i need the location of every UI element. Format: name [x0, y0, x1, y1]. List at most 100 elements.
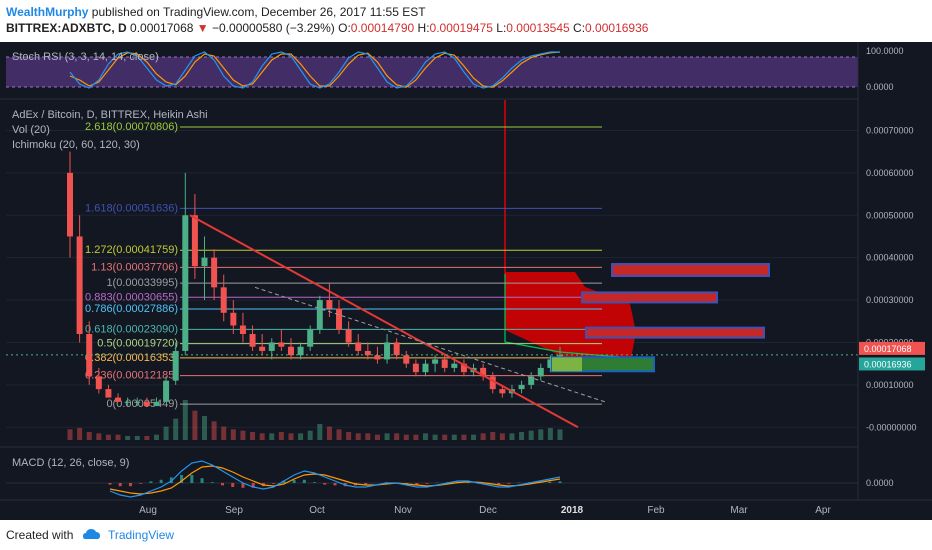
- volume-bar: [394, 433, 400, 440]
- stoch-rsi-pane: Stoch RSI (3, 3, 14, 14, close) 100.0000 0…: [0, 46, 904, 100]
- volume-bar: [134, 436, 140, 440]
- macd-histogram-bar: [159, 479, 163, 483]
- volume-bar: [432, 434, 438, 440]
- x-tick-label: 2018: [561, 505, 584, 516]
- fib-label: 0.382(0.00016353): [85, 352, 178, 364]
- volume-bar: [365, 433, 371, 440]
- candle-body: [480, 367, 487, 377]
- open-label: O:: [338, 21, 351, 35]
- trading-chart[interactable]: Stoch RSI (3, 3, 14, 14, close) 100.0000 0…: [0, 42, 932, 520]
- macd-histogram-bar: [180, 475, 184, 483]
- price-change: −0.00000580 (−3.29%): [212, 21, 335, 35]
- candle-body: [172, 350, 179, 381]
- author-link[interactable]: WealthMurphy: [6, 5, 89, 19]
- created-with-text: Created with: [6, 528, 74, 542]
- x-tick-label: Mar: [730, 505, 748, 516]
- macd-histogram-bar: [292, 479, 296, 483]
- candle-body: [499, 389, 506, 394]
- macd-title: MACD (12, 26, close, 9): [12, 457, 129, 469]
- fib-label: 0.786(0.00027886): [85, 303, 178, 315]
- volume-bar: [153, 434, 159, 440]
- candle-body: [355, 342, 362, 351]
- ichimoku-label: Ichimoku (20, 60, 120, 30): [12, 139, 140, 151]
- high-value: 0.00019475: [429, 21, 493, 35]
- price-tick-label: 0.00010000: [866, 380, 914, 390]
- x-tick-label: Sep: [225, 505, 243, 516]
- macd-histogram-bar: [425, 483, 429, 484]
- volume-bar: [250, 432, 256, 440]
- low-value: 0.00013545: [506, 21, 570, 35]
- candle-body: [326, 300, 333, 309]
- high-label: H:: [417, 21, 430, 35]
- candle-body: [95, 376, 102, 390]
- volume-bar: [336, 429, 342, 440]
- open-value: 0.00014790: [350, 21, 415, 35]
- volume-bar: [451, 434, 457, 440]
- buy-zone-highlight: [552, 357, 582, 372]
- x-tick-label: Aug: [139, 505, 157, 516]
- macd-pane: MACD (12, 26, close, 9) 0.0000: [6, 457, 894, 498]
- macd-histogram-bar: [558, 481, 562, 483]
- fib-label: 1.272(0.00041759): [85, 244, 178, 256]
- volume-bar: [499, 433, 505, 440]
- candle-body: [528, 376, 535, 385]
- volume-bar: [86, 432, 92, 440]
- macd-histogram-bar: [190, 475, 194, 483]
- chart-footer: Created with TradingView: [0, 520, 932, 550]
- volume-bar: [355, 433, 361, 440]
- macd-tick-label: 0.0000: [866, 478, 894, 488]
- candle-body: [403, 355, 410, 364]
- fib-label: 1(0.00033995): [106, 277, 178, 289]
- volume-bar: [240, 430, 246, 440]
- macd-histogram-bar: [200, 478, 204, 483]
- target-box-1: [611, 263, 770, 278]
- ohlc-line: BITTREX:ADXBTC, D 0.00017068 ▼ −0.000005…: [6, 21, 648, 35]
- candle-body: [336, 308, 343, 330]
- candle-body: [287, 346, 294, 356]
- candle-body: [76, 236, 83, 334]
- candle-body: [230, 312, 237, 326]
- x-tick-label: Apr: [815, 505, 831, 516]
- published-text: published on TradingView.com, December 2…: [91, 5, 426, 19]
- candle-body: [153, 401, 160, 407]
- volume-bar: [211, 421, 217, 440]
- macd-histogram-bar: [282, 480, 286, 483]
- target-box-2: [581, 291, 718, 304]
- candle-body: [374, 355, 381, 360]
- macd-histogram-bar: [221, 483, 224, 486]
- macd-histogram-bar: [497, 483, 501, 485]
- volume-bar: [307, 430, 313, 440]
- price-tag-last-bg: [859, 341, 925, 355]
- axes: Aug Sep Oct Nov Dec 2018 Feb Mar Apr: [0, 42, 932, 516]
- volume-bar: [221, 426, 227, 440]
- volume-bar: [182, 400, 188, 440]
- candle-body: [297, 346, 304, 356]
- price-tick-label: 0.00030000: [866, 295, 914, 305]
- stoch-tick-100: 100.0000: [866, 46, 904, 56]
- descending-trendline: [189, 214, 579, 429]
- volume-bar: [278, 432, 284, 440]
- candle-body: [191, 215, 198, 267]
- fib-label: 0.236(0.00012185): [85, 370, 178, 382]
- x-tick-label: Nov: [394, 505, 412, 516]
- x-tick-label: Dec: [479, 505, 497, 516]
- tradingview-brand[interactable]: TradingView: [108, 528, 175, 542]
- candle-body: [345, 329, 352, 343]
- fib-label: 0(0.00005449): [106, 398, 178, 410]
- volume-bar: [413, 434, 419, 440]
- price-tick-label: 0.00060000: [866, 168, 914, 178]
- candle-body: [211, 257, 218, 288]
- last-price: 0.00017068: [130, 21, 194, 35]
- candle-body: [201, 257, 208, 267]
- macd-histogram-bar: [415, 483, 419, 485]
- volume-bar: [490, 432, 496, 440]
- candle-body: [278, 342, 285, 347]
- symbol: BITTREX:ADXBTC, D: [6, 21, 127, 35]
- volume-bar: [173, 418, 179, 440]
- macd-histogram-bar: [333, 483, 337, 486]
- down-arrow-icon: ▼: [196, 21, 209, 35]
- candle-body: [143, 401, 150, 407]
- macd-signal-line: [109, 465, 561, 495]
- volume-bar: [547, 428, 553, 440]
- candle-body: [537, 367, 544, 377]
